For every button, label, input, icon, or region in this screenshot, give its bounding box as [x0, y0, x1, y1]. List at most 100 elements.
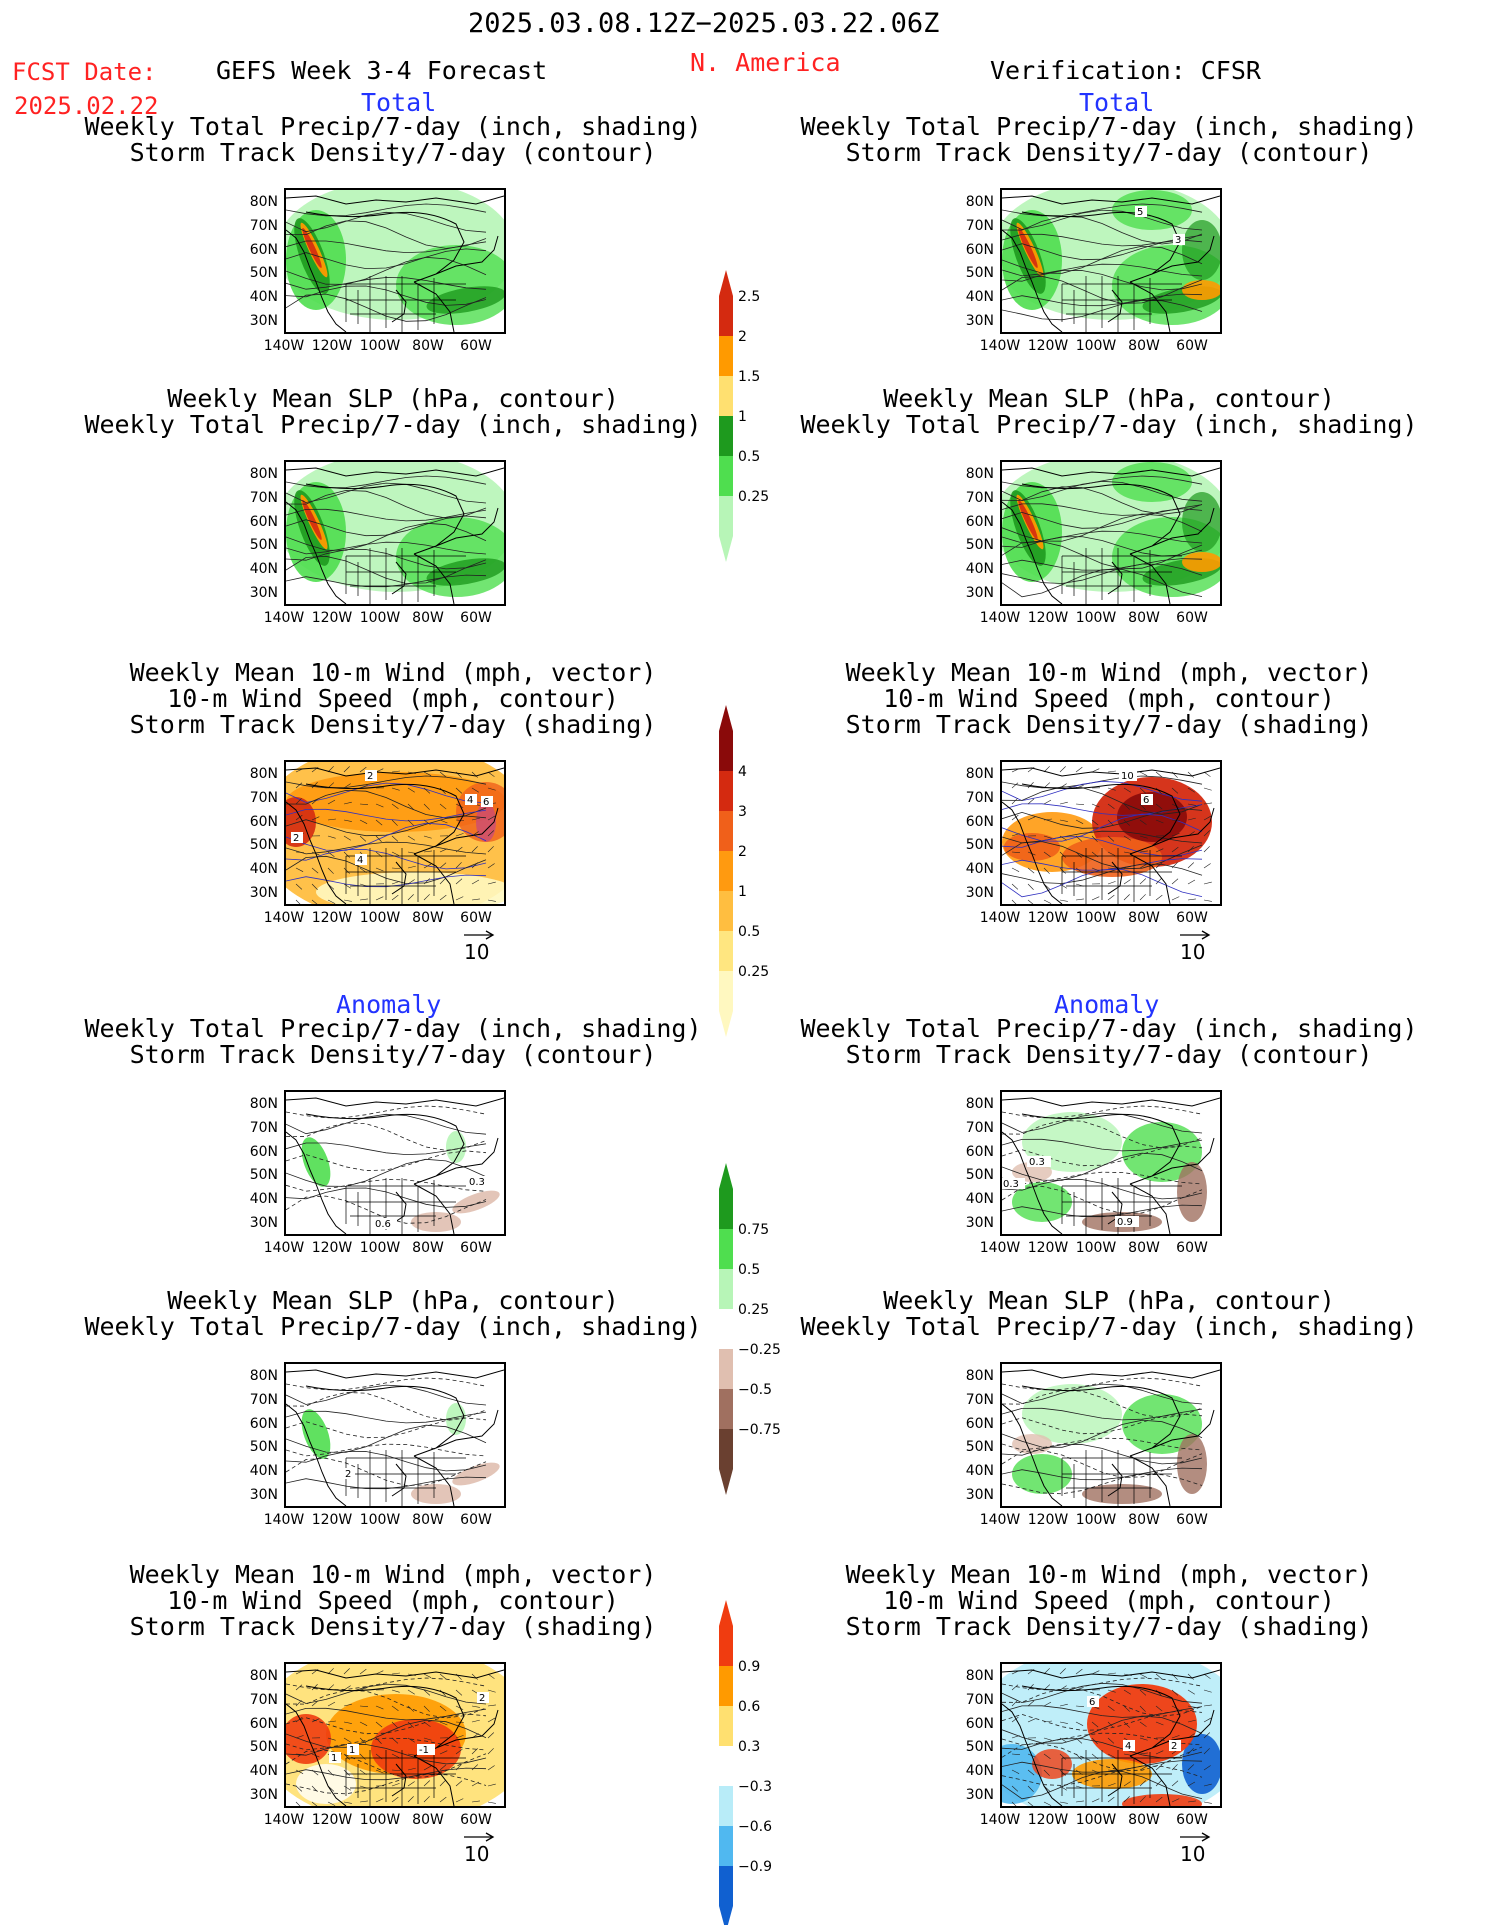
lon-label-140W: 140W: [979, 610, 1021, 626]
state-borders: [1061, 1450, 1182, 1506]
wind-vector: [1203, 787, 1212, 791]
wind-vector: [1059, 851, 1066, 858]
wind-vector: [487, 1717, 496, 1723]
contour-label: 4: [1125, 1741, 1131, 1752]
lat-label-30N: 30N: [965, 1787, 994, 1803]
wind-vector: [1107, 1783, 1116, 1787]
lat-label-60N: 60N: [249, 813, 278, 830]
contour-line: [1002, 786, 1203, 815]
state-borders: [345, 276, 466, 332]
total-wind-forecast-title-line-2: 10-m Wind Speed (mph, contour): [167, 684, 619, 713]
contour-label: 6: [1143, 795, 1149, 806]
lon-label-140W: 140W: [979, 338, 1021, 354]
wind-vector: [455, 878, 463, 885]
contour-line: [286, 1683, 487, 1705]
state-borders: [345, 548, 466, 604]
storm-anom-colorbar-segment: [719, 1666, 733, 1706]
lon-label-60W: 60W: [1176, 1512, 1208, 1528]
wind-vector: [359, 766, 367, 773]
shading-region: [1117, 792, 1187, 842]
wind-vector: [1043, 799, 1052, 805]
contour-label: 2: [479, 1693, 485, 1704]
wind-vector: [1011, 1735, 1020, 1739]
wind-vector: [407, 1753, 416, 1756]
wind-vector: [311, 798, 319, 805]
precip-total-colorbar-segment: [719, 336, 733, 376]
lon-label-100W: 100W: [359, 1512, 401, 1528]
storm-anom-colorbar-segment: [719, 1826, 733, 1866]
wind-vector: [439, 819, 448, 824]
wind-vector: [1139, 850, 1148, 853]
wind-vector: [1075, 803, 1084, 805]
wind-vector: [423, 787, 431, 794]
lat-label-70N: 70N: [965, 1691, 994, 1708]
coastline: [286, 1369, 504, 1506]
contour-line: [286, 522, 487, 551]
wind-vector: [1043, 1753, 1051, 1759]
wind-vector: [327, 1701, 336, 1707]
anom-slp-precip-verif-map: [1000, 1362, 1222, 1508]
region-title: N. America: [690, 48, 841, 77]
total-precip-storm-forecast-map: [284, 188, 506, 334]
section-anomaly-left: Anomaly: [336, 990, 442, 1019]
wind-vector: [295, 782, 303, 789]
contour-label-bg: [1135, 206, 1147, 217]
lon-label-80W: 80W: [412, 338, 444, 354]
wind-vector: [1027, 1785, 1034, 1792]
wind-vector: [487, 1732, 495, 1739]
precip-anom-colorbar-segment: [719, 1229, 733, 1269]
wind-vector: [1123, 1796, 1130, 1803]
wind-vector: [1155, 819, 1164, 824]
lat-label-70N: 70N: [249, 489, 278, 506]
wind-vector: [1027, 1718, 1036, 1723]
wind-vector: [1155, 1764, 1163, 1771]
wind-vector: [295, 1769, 304, 1774]
wind-vector: [359, 1753, 366, 1760]
wind-vector: [423, 1673, 432, 1678]
wind-vector: [1203, 1689, 1212, 1693]
coastline: [286, 195, 504, 332]
total-wind-verif-title-line-3: Storm Track Density/7-day (shading): [845, 710, 1373, 739]
lat-label-40N: 40N: [965, 861, 994, 878]
wind-vector: [1091, 1769, 1100, 1774]
contour-line: [286, 815, 487, 837]
lon-label-140W: 140W: [263, 1812, 305, 1828]
wind-vector: [1203, 1717, 1212, 1723]
wind-vector: [439, 1689, 446, 1696]
total-slp-precip-forecast-title-line-1: Weekly Mean SLP (hPa, contour): [167, 384, 619, 413]
anom-wind-forecast-title-line-1: Weekly Mean 10-m Wind (mph, vector): [129, 1560, 657, 1589]
wind-vector: [1043, 1737, 1052, 1741]
contour-label-bg: [365, 770, 377, 781]
precip-anom-colorbar-label: −0.25: [738, 1342, 781, 1358]
wind-vector: [1107, 1672, 1116, 1675]
lon-label-60W: 60W: [460, 338, 492, 354]
wind-vector: [407, 894, 414, 901]
vector-reference-arrow: [1180, 930, 1211, 940]
wind-vector: [359, 1668, 367, 1675]
wind-vector: [1107, 1705, 1115, 1711]
lat-label-80N: 80N: [965, 194, 994, 210]
wind-vector: [1027, 883, 1034, 890]
lon-label-60W: 60W: [460, 1512, 492, 1528]
lon-label-60W: 60W: [1176, 610, 1208, 626]
wind-vector: [1059, 1769, 1066, 1776]
wind-vector: [1171, 787, 1179, 794]
wind-vector: [391, 1672, 400, 1675]
wind-vector: [471, 1673, 478, 1680]
contour-label-bg: [373, 1218, 397, 1229]
wind-vector: [375, 819, 383, 826]
precip-anom-colorbar-label: 0.75: [738, 1222, 769, 1238]
contour-line: [1002, 1419, 1203, 1448]
wind-vector: [327, 818, 336, 821]
lon-label-80W: 80W: [412, 1240, 444, 1256]
wind-vector: [1203, 1801, 1212, 1804]
precip-total-colorbar-segment: [719, 296, 733, 336]
contour-line: [1002, 1715, 1203, 1744]
wind-vector: [1123, 819, 1130, 826]
wind-vector: [1075, 785, 1084, 789]
shading-region: [301, 1409, 331, 1459]
anom-slp-precip-verif-map-svg: [1002, 1364, 1220, 1506]
wind-vector: [311, 816, 320, 821]
wind-vector: [1139, 835, 1148, 839]
wind-vector: [1059, 899, 1068, 902]
